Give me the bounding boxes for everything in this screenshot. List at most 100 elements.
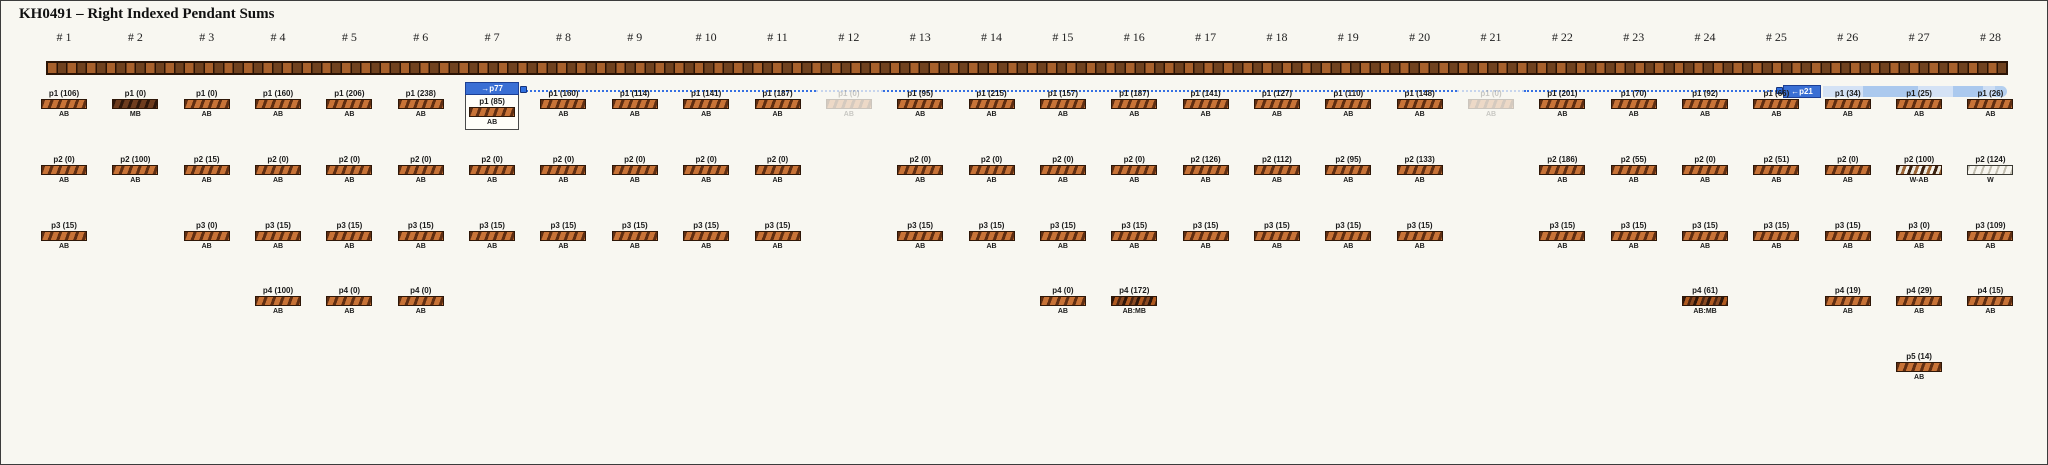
pendant-cord-block [469, 107, 516, 117]
pendant-color-code: AB [986, 177, 997, 184]
pendant-label: p2 (0) [695, 155, 717, 164]
pendant-label: p1 (141) [1190, 89, 1221, 98]
pendant-label: p2 (51) [1763, 155, 1790, 164]
pendant-label: p3 (0) [196, 221, 218, 230]
pendant-cell: p2 (126) AB [1178, 154, 1234, 185]
pendant-cord-block [41, 165, 87, 175]
pendant-cell: p3 (15) AB [535, 220, 591, 251]
pendant-cell: p5 (14) AB [1891, 351, 1947, 382]
pendant-cord-block [326, 165, 373, 175]
pendant-label: p2 (15) [193, 155, 220, 164]
pendant-color-code: AB [558, 243, 569, 250]
pendant-cord-block [397, 99, 444, 109]
pendant-label: p3 (15) [1834, 221, 1861, 230]
pendant-color-code: AB [344, 177, 355, 184]
pendant-label: p1 (106) [48, 89, 80, 98]
pendant-cell: p2 (100) W-AB [1891, 154, 1947, 185]
pendant-cord-block [540, 231, 587, 241]
pendant-cord-block [183, 99, 230, 109]
pendant-color-code: AB [415, 111, 426, 118]
pendant-color-code: AB [772, 111, 783, 118]
pendant-color-code: AB [130, 177, 141, 184]
pendant-cord-block [683, 99, 730, 109]
pendant-color-code: AB [344, 111, 355, 118]
pendant-cord-block [968, 165, 1015, 175]
link-start-dot [520, 86, 527, 93]
pendant-label: p1 (187) [762, 89, 793, 98]
pendant-label: p3 (15) [407, 221, 434, 230]
pendant-cell: p1 (127) AB [1249, 88, 1305, 119]
pendant-cell: p3 (15) AB [964, 220, 1020, 251]
pendant-label: p2 (0) [481, 155, 503, 164]
pendant-cord-block [255, 165, 302, 175]
pendant-cord-block [1039, 296, 1086, 306]
pendant-color-code: AB [487, 243, 498, 250]
pendant-label: p5 (14) [1906, 352, 1932, 361]
pendant-color-code: AB [915, 177, 926, 184]
pendant-cell: p1 (114) AB [607, 88, 663, 119]
column-header-21: # 21 [1480, 30, 1502, 44]
pendant-cord-block [1682, 165, 1729, 175]
pendant-cord-block [326, 296, 373, 306]
pendant-cell: p3 (15) AB [1677, 220, 1733, 251]
pendant-color-code: AB [1057, 308, 1068, 315]
pendant-cell: p2 (51) AB [1748, 154, 1804, 185]
primary-cord-bar [46, 61, 2008, 75]
pendant-color-code: AB [1343, 177, 1354, 184]
pendant-label: p3 (15) [1620, 221, 1647, 230]
p77-link-tag[interactable]: →p77 [465, 82, 520, 95]
p21-link-tag[interactable]: ←p21 [1783, 85, 1821, 98]
pendant-label: p4 (29) [1906, 286, 1932, 295]
pendant-cord-block [1039, 99, 1086, 109]
pendant-color-code: AB [1414, 177, 1425, 184]
pendant-cord-block [611, 231, 658, 241]
pendant-cord-block [754, 99, 801, 109]
link-line-segment [526, 90, 816, 92]
pendant-label: p4 (172) [1119, 286, 1150, 295]
pendant-color-code: AB [1771, 111, 1782, 118]
pendant-color-code: AB [415, 177, 426, 184]
pendant-color-code: AB [1985, 243, 1996, 250]
pendant-label: p3 (0) [1908, 221, 1930, 230]
pendant-cord-block [1896, 296, 1943, 306]
pendant-cord-block [1396, 99, 1443, 109]
pendant-color-code: AB [415, 308, 426, 315]
pendant-cord-block [1753, 165, 1800, 175]
pendant-color-code: W-AB [1909, 177, 1929, 184]
pendant-color-code: AB [415, 243, 426, 250]
pendant-cord-block [1182, 231, 1229, 241]
pendant-cord-block [1039, 165, 1086, 175]
pendant-cell: p1 (66) AB [1748, 88, 1804, 119]
pendant-label: p4 (0) [410, 286, 432, 295]
column-header-20: # 20 [1409, 30, 1431, 44]
pendant-color-code: AB [1271, 111, 1282, 118]
pendant-cell: p1 (206) AB [321, 88, 377, 119]
pendant-cord-block [540, 99, 587, 109]
pendant-cell: p3 (15) AB [678, 220, 734, 251]
pendant-cord-block [1610, 165, 1657, 175]
pendant-label: p2 (124) [1975, 155, 2006, 164]
pendant-color-code: AB [772, 177, 783, 184]
column-header-28: # 28 [1979, 30, 2001, 44]
pendant-color-code: AB [986, 111, 997, 118]
pendant-color-code: AB [1914, 243, 1925, 250]
pendant-label: p3 (15) [336, 221, 363, 230]
pendant-label: p3 (15) [1049, 221, 1076, 230]
pendant-label: p1 (0) [1480, 89, 1502, 98]
pendant-cord-block [469, 231, 516, 241]
pendant-label: p1 (127) [1261, 89, 1293, 98]
pendant-cord-block [1111, 296, 1158, 306]
pendant-color-code: AB [1271, 177, 1282, 184]
pendant-label: p3 (15) [1264, 221, 1290, 230]
pendant-cord-block [825, 99, 872, 109]
pendant-color-code: AB [272, 243, 284, 250]
pendant-cell: p2 (0) AB [36, 154, 92, 185]
pendant-label: p3 (15) [693, 221, 720, 230]
pendant-label: p4 (19) [1834, 286, 1861, 295]
pendant-cell: p2 (95) AB [1320, 154, 1376, 185]
pendant-color-code: AB [558, 111, 569, 118]
column-header-7: # 7 [484, 30, 500, 44]
pendant-label: p1 (187) [1119, 89, 1150, 98]
pendant-cord-block [1967, 165, 2014, 175]
pendant-color-code: AB [1628, 243, 1639, 250]
